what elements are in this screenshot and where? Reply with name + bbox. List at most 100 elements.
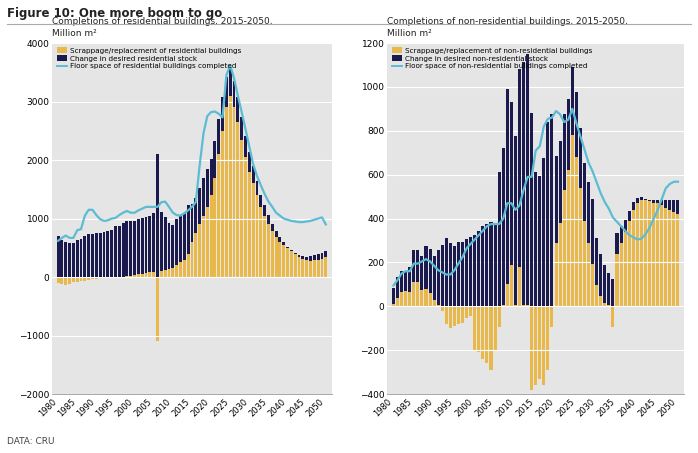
Bar [453,306,456,326]
Bar [660,200,663,306]
Bar [106,231,110,277]
Bar [485,224,489,306]
Bar [229,67,232,96]
Bar [591,199,594,264]
Bar [317,254,320,277]
Bar [156,277,159,342]
Bar [68,243,71,277]
Bar [103,232,105,277]
Bar [68,277,71,284]
Bar [267,224,270,277]
Bar [61,277,64,284]
Bar [121,223,124,277]
Bar [221,131,224,277]
Bar [514,136,517,305]
Bar [623,232,627,306]
Bar [118,226,121,277]
Bar [126,222,128,276]
Bar [485,306,489,363]
Bar [575,157,578,306]
Bar [137,274,140,277]
Bar [91,277,94,280]
Bar [260,207,262,277]
Bar [191,242,193,277]
Bar [309,256,312,260]
Bar [183,213,186,260]
Bar [554,243,558,306]
Bar [80,239,82,277]
Bar [57,277,59,283]
Bar [309,256,312,277]
Bar [392,288,395,304]
Bar [575,92,578,157]
Bar [72,277,75,282]
Bar [449,243,452,306]
Bar [237,122,239,277]
Bar [640,200,643,306]
Bar [64,242,67,277]
Bar [98,277,102,278]
Bar [413,282,415,306]
Bar [607,305,610,306]
Bar [632,202,634,210]
Bar [149,272,151,277]
Bar [325,251,327,256]
Bar [542,306,545,386]
Bar [603,303,607,306]
Bar [648,200,651,306]
Bar [408,267,411,292]
Bar [473,306,476,350]
Bar [260,195,262,207]
Bar [164,217,167,270]
Bar [558,223,562,306]
Bar [149,216,151,272]
Bar [420,290,424,306]
Bar [530,113,533,306]
Bar [465,306,468,318]
Bar [616,233,618,254]
Bar [129,276,132,277]
Bar [579,127,582,188]
Bar [175,218,178,265]
Bar [648,200,651,201]
Bar [599,254,602,296]
Bar [290,251,293,277]
Bar [437,305,440,306]
Bar [271,231,274,277]
Bar [522,62,525,305]
Bar [408,292,411,306]
Bar [664,200,667,306]
Bar [76,240,79,277]
Bar [214,141,216,178]
Bar [652,200,655,203]
Bar [611,306,614,327]
Bar [563,114,565,190]
Bar [168,223,170,270]
Bar [563,190,565,306]
Bar [206,169,209,207]
Bar [583,163,586,221]
Bar [172,268,174,277]
Bar [429,249,431,293]
Bar [502,148,505,305]
Bar [144,273,147,277]
Bar [672,200,676,306]
Bar [440,306,444,311]
Bar [252,167,255,183]
Bar [286,248,289,277]
Bar [424,246,427,289]
Bar [493,223,496,306]
Bar [248,172,251,277]
Bar [493,306,496,350]
Bar [320,252,323,277]
Bar [305,256,308,260]
Bar [400,292,403,306]
Bar [279,237,281,242]
Bar [80,277,82,281]
Bar [656,200,659,306]
Bar [320,252,323,259]
Bar [595,238,598,285]
Bar [571,67,574,135]
Bar [396,298,399,306]
Text: DATA: CRU: DATA: CRU [7,437,54,446]
